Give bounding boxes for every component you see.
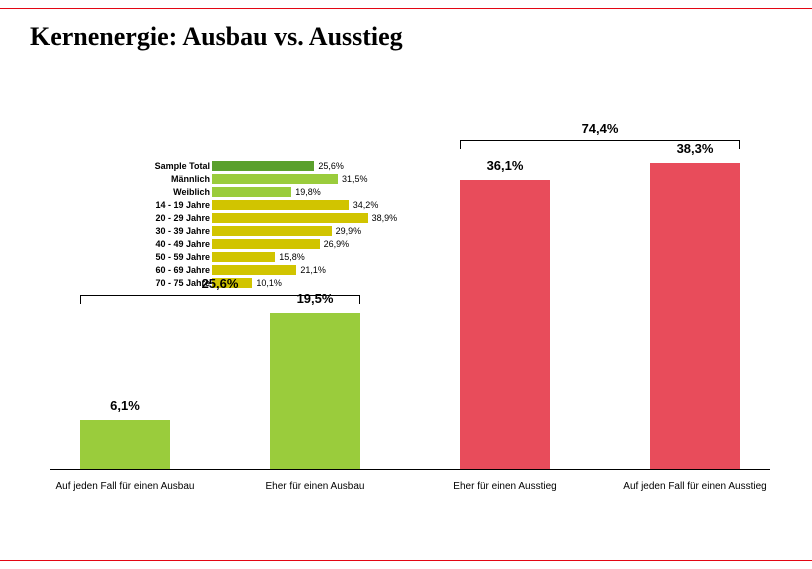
inset-value-label: 15,8% [279, 251, 305, 263]
group-label: 25,6% [80, 276, 360, 291]
inset-bar [212, 252, 275, 262]
main-bar: 36,1% [460, 180, 550, 469]
inset-bar [212, 200, 349, 210]
inset-row: Weiblich 19,8% [120, 186, 390, 198]
inset-bar [212, 226, 332, 236]
inset-value-label: 38,9% [372, 212, 398, 224]
page-title: Kernenergie: Ausbau vs. Ausstieg [30, 22, 403, 52]
group-label: 74,4% [460, 121, 740, 136]
inset-row-label: Männlich [120, 173, 210, 185]
inset-row: 14 - 19 Jahre 34,2% [120, 199, 390, 211]
inset-row: 50 - 59 Jahre 15,8% [120, 251, 390, 263]
inset-value-label: 21,1% [300, 264, 326, 276]
inset-row-label: 14 - 19 Jahre [120, 199, 210, 211]
inset-row: 60 - 69 Jahre 21,1% [120, 264, 390, 276]
inset-value-label: 26,9% [324, 238, 350, 250]
inset-row: Männlich 31,5% [120, 173, 390, 185]
inset-row: 30 - 39 Jahre 29,9% [120, 225, 390, 237]
inset-bar [212, 187, 291, 197]
x-category-label: Eher für einen Ausstieg [420, 481, 590, 492]
inset-row-label: Weiblich [120, 186, 210, 198]
inset-row: Sample Total 25,6% [120, 160, 390, 172]
inset-chart: Sample Total 25,6% Männlich 31,5% Weiblich 19… [120, 160, 390, 290]
bar-value-label: 36,1% [460, 158, 550, 173]
main-bar: 6,1% [80, 420, 170, 469]
inset-row-label: 60 - 69 Jahre [120, 264, 210, 276]
group-bracket: 25,6% [80, 295, 360, 303]
inset-row-label: 20 - 29 Jahre [120, 212, 210, 224]
inset-bar [212, 213, 368, 223]
inset-value-label: 25,6% [318, 160, 344, 172]
inset-value-label: 34,2% [353, 199, 379, 211]
inset-value-label: 31,5% [342, 173, 368, 185]
inset-row-label: 40 - 49 Jahre [120, 238, 210, 250]
x-category-label: Eher für einen Ausbau [230, 481, 400, 492]
inset-value-label: 19,8% [295, 186, 321, 198]
inset-row-label: Sample Total [120, 160, 210, 172]
inset-bar [212, 161, 314, 171]
inset-bar [212, 174, 338, 184]
bar-value-label: 6,1% [80, 398, 170, 413]
main-bar: 19,5% [270, 313, 360, 469]
inset-bar [212, 265, 296, 275]
inset-bar [212, 239, 320, 249]
inset-row-label: 50 - 59 Jahre [120, 251, 210, 263]
x-category-label: Auf jeden Fall für einen Ausbau [40, 481, 210, 492]
inset-row: 40 - 49 Jahre 26,9% [120, 238, 390, 250]
top-red-line [0, 8, 812, 9]
inset-value-label: 29,9% [336, 225, 362, 237]
inset-row-label: 30 - 39 Jahre [120, 225, 210, 237]
group-bracket: 74,4% [460, 140, 740, 148]
inset-row: 20 - 29 Jahre38,9% [120, 212, 390, 224]
main-chart: Sample Total 25,6% Männlich 31,5% Weiblich 19… [50, 110, 770, 510]
x-axis [50, 469, 770, 470]
x-category-label: Auf jeden Fall für einen Ausstieg [610, 481, 780, 492]
bottom-red-line [0, 560, 812, 561]
main-bar: 38,3% [650, 163, 740, 469]
